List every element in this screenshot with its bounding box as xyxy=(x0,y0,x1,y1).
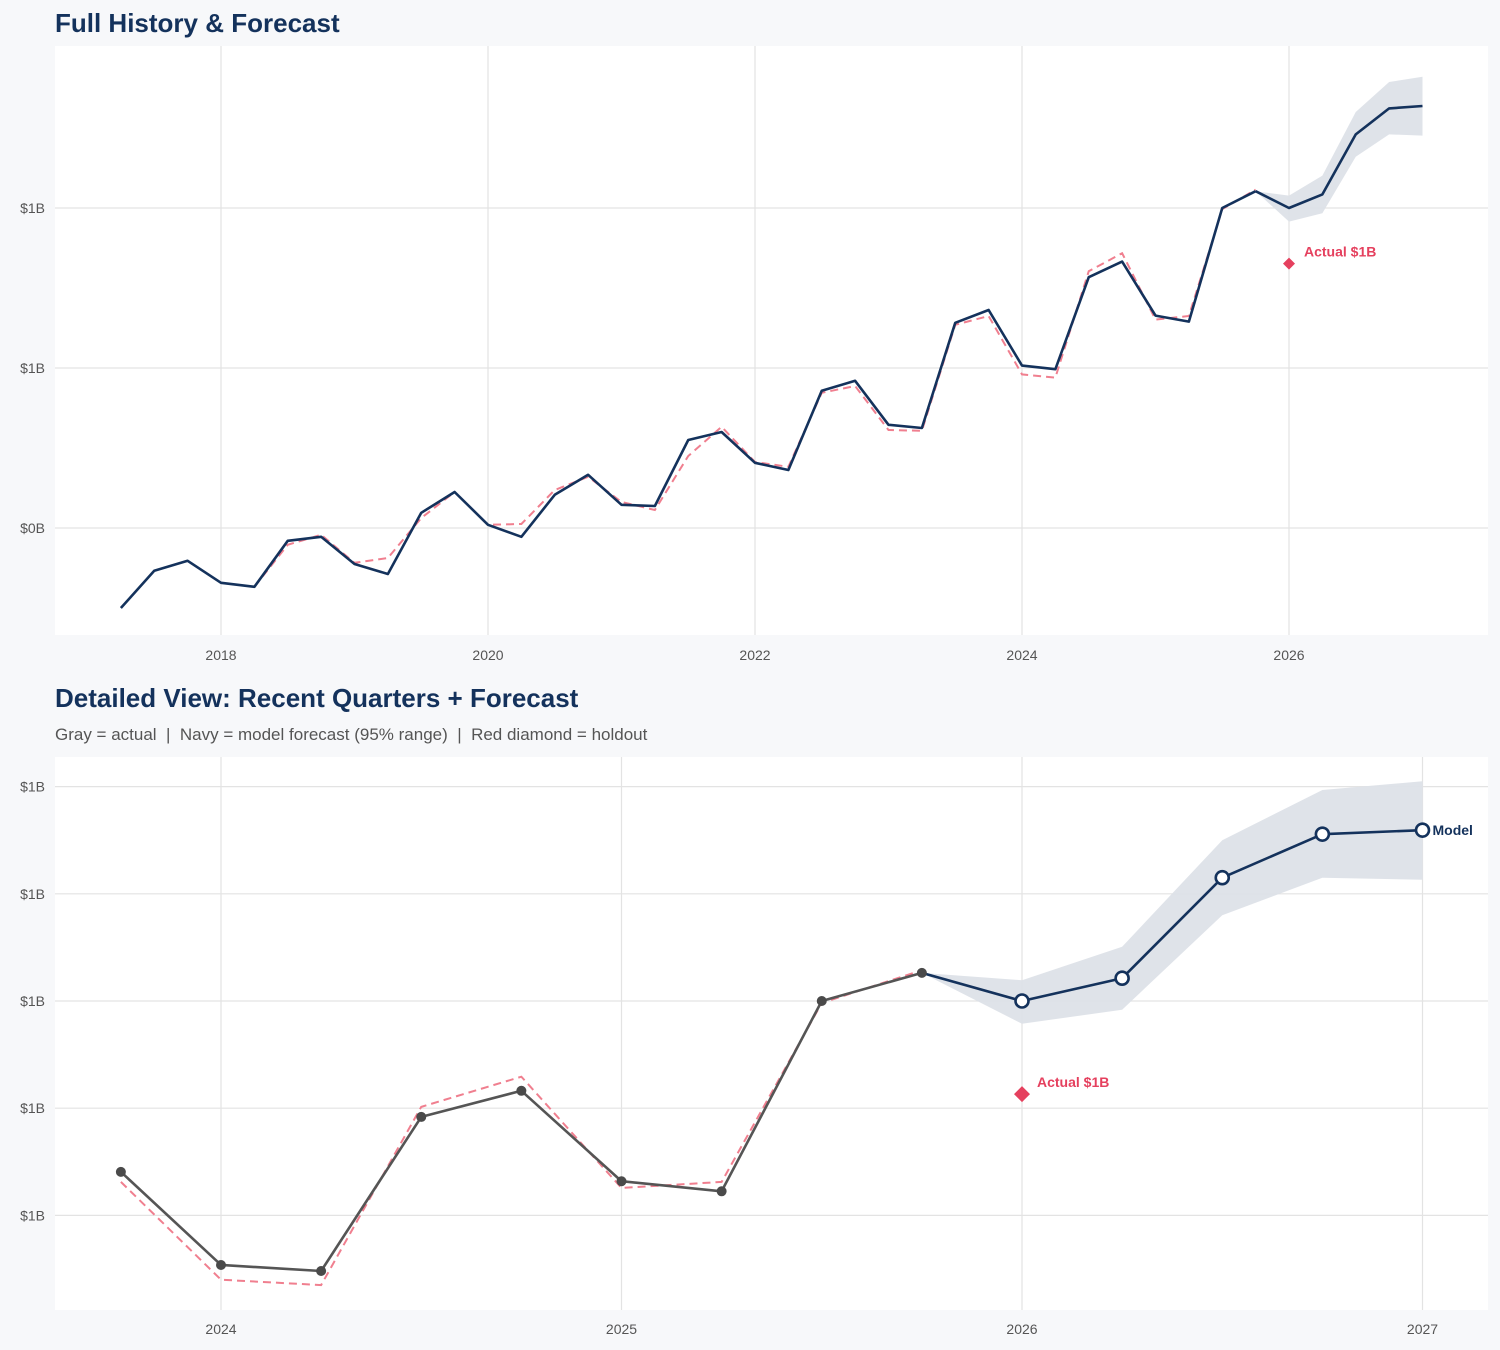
x-tick-label: 2026 xyxy=(1273,647,1304,663)
forecast-point xyxy=(1214,869,1231,886)
forecast-point xyxy=(1014,993,1030,1009)
chart-2-plot: 2024 2025 2026 2027 $1B $1B $1B $1B $1B Model Actu… xyxy=(20,757,1488,1337)
forecast-end-label: Model xyxy=(1433,822,1473,838)
actual-point xyxy=(716,1186,727,1197)
chart-2-subtitle: Gray = actual | Navy = model forecast (9… xyxy=(55,725,648,744)
forecast-line xyxy=(921,828,1423,1003)
forecast-95-band xyxy=(921,781,1423,1024)
y-tick-label: $1B xyxy=(20,993,45,1009)
actual-line xyxy=(119,190,1257,609)
x-tick-label: 2026 xyxy=(1006,1321,1037,1337)
holdout-label: Actual $1B xyxy=(1304,244,1376,260)
y-tick-label: $1B xyxy=(20,1100,45,1116)
forecast-line xyxy=(1255,104,1423,210)
fitted-line xyxy=(120,969,923,1287)
forecast-95-band xyxy=(1255,76,1423,222)
y-tick-label: $0B xyxy=(20,520,45,536)
y-tick-label: $1B xyxy=(20,360,45,376)
holdout-label: Actual $1B xyxy=(1037,1074,1109,1090)
x-tick-label: 2020 xyxy=(472,647,503,663)
x-tick-label: 2024 xyxy=(1006,647,1037,663)
actual-point xyxy=(416,1111,427,1122)
y-tick-label: $1B xyxy=(20,1207,45,1223)
actual-point xyxy=(816,996,827,1006)
actual-point xyxy=(916,967,927,978)
actual-point xyxy=(216,1259,226,1270)
chart-1-title: Full History & Forecast xyxy=(55,8,340,38)
y-tick-label: $1B xyxy=(20,886,45,902)
holdout-diamond xyxy=(1283,257,1295,270)
actual-point xyxy=(616,1176,627,1187)
forecast-point xyxy=(1314,826,1331,842)
chart-2-title: Detailed View: Recent Quarters + Forecas… xyxy=(55,683,579,713)
chart-1-plot: 2018 2020 2022 2024 2026 $0B $1B $1B Actual $1B xyxy=(20,46,1488,663)
chart-1-panel xyxy=(55,46,1488,635)
holdout-diamond xyxy=(1014,1086,1030,1103)
forecast-point xyxy=(1114,970,1130,987)
actual-point xyxy=(115,1166,126,1177)
actual-point xyxy=(316,1266,327,1277)
y-tick-label: $1B xyxy=(20,779,45,795)
forecast-point xyxy=(1414,822,1431,838)
x-tick-label: 2022 xyxy=(739,647,770,663)
actual-point xyxy=(516,1085,527,1096)
x-tick-label: 2027 xyxy=(1407,1321,1438,1337)
x-tick-label: 2024 xyxy=(205,1321,236,1337)
x-tick-label: 2025 xyxy=(606,1321,637,1337)
y-tick-label: $1B xyxy=(20,200,45,216)
x-tick-label: 2018 xyxy=(205,647,236,663)
